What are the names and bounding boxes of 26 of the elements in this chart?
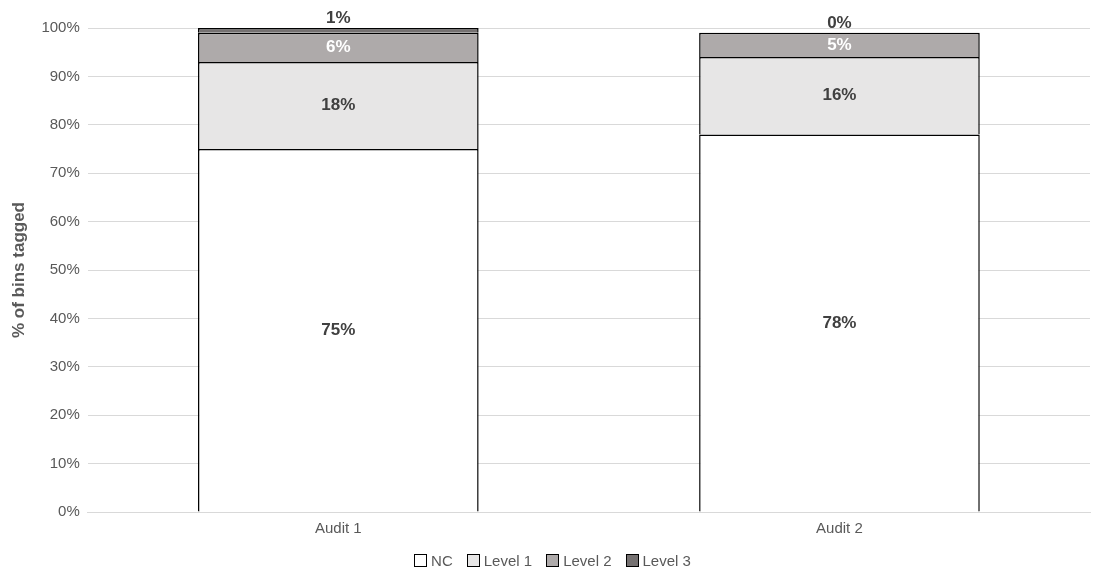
data-label: 1% bbox=[326, 7, 351, 27]
data-label: 16% bbox=[822, 85, 857, 105]
data-label: 6% bbox=[326, 37, 351, 57]
x-tick-label: Audit 2 bbox=[816, 519, 863, 537]
y-tick-label: 10% bbox=[49, 453, 80, 471]
y-axis-title: % of bins tagged bbox=[8, 202, 28, 338]
x-tick-label: Audit 1 bbox=[314, 519, 362, 537]
data-label: 78% bbox=[822, 312, 857, 332]
legend-label: Level 1 bbox=[483, 552, 533, 569]
y-tick-label: 40% bbox=[49, 308, 80, 326]
y-tick-label: 60% bbox=[49, 211, 80, 229]
data-label: 75% bbox=[321, 319, 356, 339]
y-tick-label: 30% bbox=[49, 356, 80, 374]
y-tick-label: 90% bbox=[49, 66, 80, 84]
legend-label: Level 3 bbox=[642, 552, 691, 569]
y-tick-label: 70% bbox=[49, 163, 80, 181]
legend-label: Level 2 bbox=[563, 552, 612, 569]
data-label: 18% bbox=[321, 95, 356, 115]
y-tick-label: 50% bbox=[49, 260, 80, 278]
data-label: 0% bbox=[827, 12, 852, 32]
y-tick-label: 80% bbox=[49, 114, 80, 132]
y-tick-label: 100% bbox=[41, 18, 80, 36]
y-tick-label: 20% bbox=[49, 405, 80, 423]
text: NC bbox=[431, 552, 453, 569]
y-tick-label: 0% bbox=[58, 502, 80, 520]
data-label: 5% bbox=[827, 34, 852, 54]
